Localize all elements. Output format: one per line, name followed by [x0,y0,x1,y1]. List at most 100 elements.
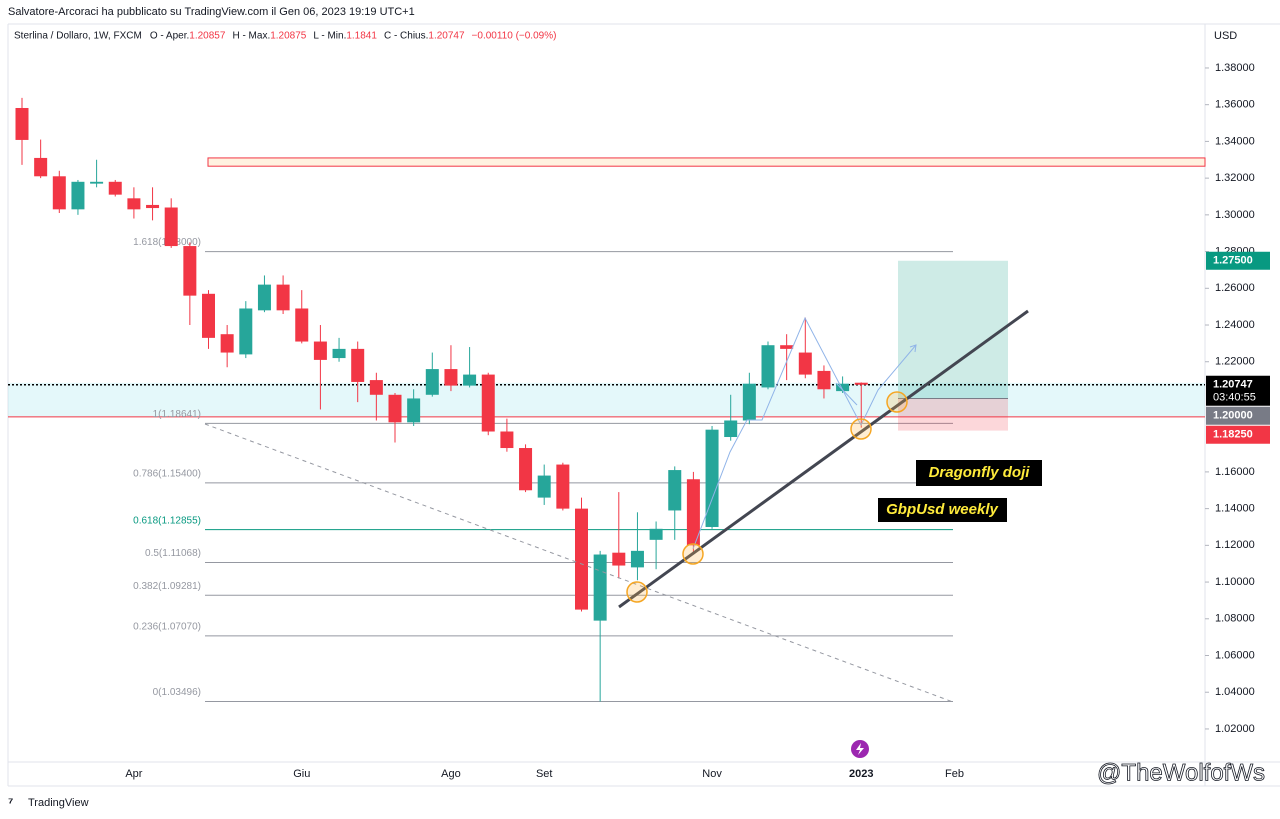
touch-circle [850,418,872,440]
y-tick-label: 1.22000 [1215,356,1255,368]
y-tick-label: 1.06000 [1215,649,1255,661]
y-tick-label: 1.14000 [1215,503,1255,515]
position-stop [898,398,1008,431]
y-tick-label: 1.36000 [1215,99,1255,111]
candle-body [575,508,588,610]
candle-body [71,181,85,210]
candle-body [202,293,215,338]
y-tick-label: 1.30000 [1215,209,1255,221]
candle-body [500,431,514,449]
candle-body [724,420,738,438]
trend-line [618,309,1029,609]
price-tag-countdown: 03:40:55 [1213,392,1256,404]
projection-branch [835,382,858,406]
position-target [898,260,1008,399]
candle-body [276,284,290,311]
fib-label: 0(1.03496) [153,687,201,698]
candle-body [537,475,551,498]
candle-body [90,181,104,184]
touch-circle [682,543,704,565]
watermark: @TheWolfofWs [1097,759,1265,786]
price-tag [1206,375,1270,406]
candle-body [239,308,253,355]
legend-value: 1.20747 [428,31,465,42]
projection-arrow [909,344,917,353]
fib-label: 0.786(1.15400) [133,469,201,480]
y-tick-label: 1.38000 [1215,62,1255,74]
price-tag-label: 1.20747 [1213,379,1253,391]
candle-body [220,334,234,353]
y-tick-label: 1.26000 [1215,282,1255,294]
y-tick-label: 1.24000 [1215,319,1255,331]
legend-field: C - Chius. [384,31,428,42]
legend-field: O - Aper. [150,31,189,42]
event-icon-bolt [856,743,864,755]
touch-circle [626,581,648,603]
candle-body [332,348,346,359]
candle-body [668,470,682,511]
legend-symbol: Sterlina / Dollaro, 1W, FXCM [14,31,142,42]
candle-body [108,181,122,195]
y-tick-label: 1.34000 [1215,135,1255,147]
candle-body [630,550,644,568]
legend-change: −0.00110 (−0.09%) [472,31,557,42]
x-tick-label: Ago [441,768,461,780]
candle-body [705,429,719,527]
annotation-box [916,460,1042,486]
candle-body [127,198,141,210]
price-tag [1206,425,1270,444]
x-tick-label: Feb [945,768,964,780]
fib-label: 1(1.18641) [153,409,201,420]
candle-body [34,157,48,177]
price-tag-label: 1.18250 [1213,429,1253,441]
y-tick-label: 1.12000 [1215,539,1255,551]
candle-body [425,369,439,395]
fib-label: 0.382(1.09281) [133,581,201,592]
x-tick-label: Set [536,768,553,780]
candle-body [798,352,812,375]
annotation-box [878,498,1007,522]
legend-value: 1.20857 [189,31,226,42]
price-tag-label: 1.27500 [1213,255,1253,267]
legend-value: 1.20875 [270,31,307,42]
supply-zone [207,157,1206,167]
fib-label: 0.5(1.11068) [145,548,201,559]
candle-body [817,370,831,390]
y-tick-label: 1.32000 [1215,172,1255,184]
x-tick-label: Nov [702,768,722,780]
legend-value: 1.1841 [346,31,377,42]
candle-body [351,348,365,382]
candle-body [183,246,197,296]
annotation: Dragonfly doji [929,464,1031,481]
y-tick-label: 1.04000 [1215,686,1255,698]
x-tick-label: 2023 [849,768,873,780]
x-tick-label: Giu [293,768,310,780]
tv-logo-mark: ⁷ [8,794,13,809]
y-axis-label: USD [1214,30,1237,42]
byline: Salvatore-Arcoraci ha pubblicato su Trad… [8,6,415,18]
fib-label: 0.236(1.07070) [133,622,201,633]
candle-body [388,394,402,423]
candle-body [519,448,533,491]
candle-body [780,345,794,349]
candle-body [15,107,29,140]
candle-body [146,204,160,209]
price-tag [1206,406,1270,425]
candle-body [407,398,421,423]
legend-field: L - Min. [313,31,346,42]
candle-body [649,528,663,540]
fib-label: 0.618(1.12855) [133,515,201,526]
legend-field: H - Max. [232,31,270,42]
support-band [8,382,1205,417]
price-tag [1206,251,1270,270]
y-tick-label: 1.16000 [1215,466,1255,478]
candle-body [463,374,477,386]
candle-body [593,554,607,621]
candle-body [556,464,570,509]
candle-body [836,383,850,392]
candle-body [52,176,66,210]
candle-body [257,284,271,311]
